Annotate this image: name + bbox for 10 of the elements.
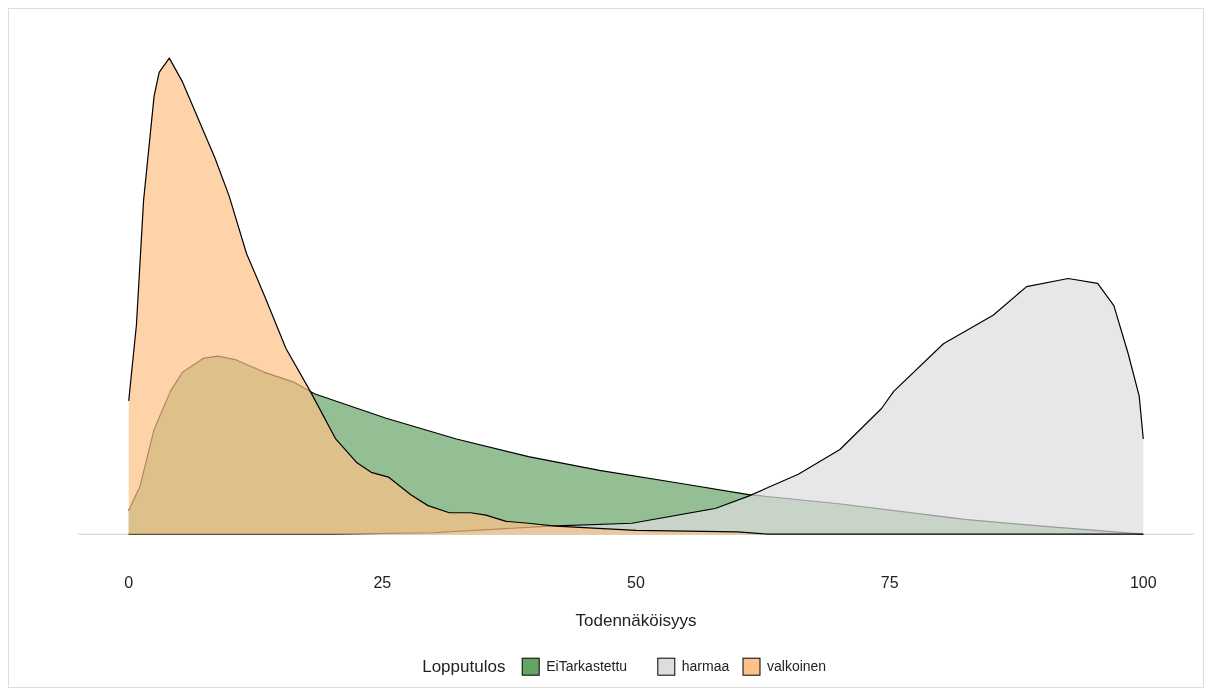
x-tick-label: 50 bbox=[627, 574, 645, 592]
legend-title: Lopputulos bbox=[422, 657, 506, 677]
legend-label: harmaa bbox=[681, 658, 730, 675]
x-tick-label: 25 bbox=[373, 574, 392, 592]
x-tick-label: 0 bbox=[124, 574, 134, 592]
legend-label: EiTarkastettu bbox=[546, 658, 628, 675]
legend-label: valkoinen bbox=[767, 658, 827, 675]
x-tick-label: 100 bbox=[1129, 574, 1157, 592]
x-axis-title: Todennäköisyys bbox=[575, 611, 697, 631]
x-tick-label: 75 bbox=[880, 574, 899, 592]
